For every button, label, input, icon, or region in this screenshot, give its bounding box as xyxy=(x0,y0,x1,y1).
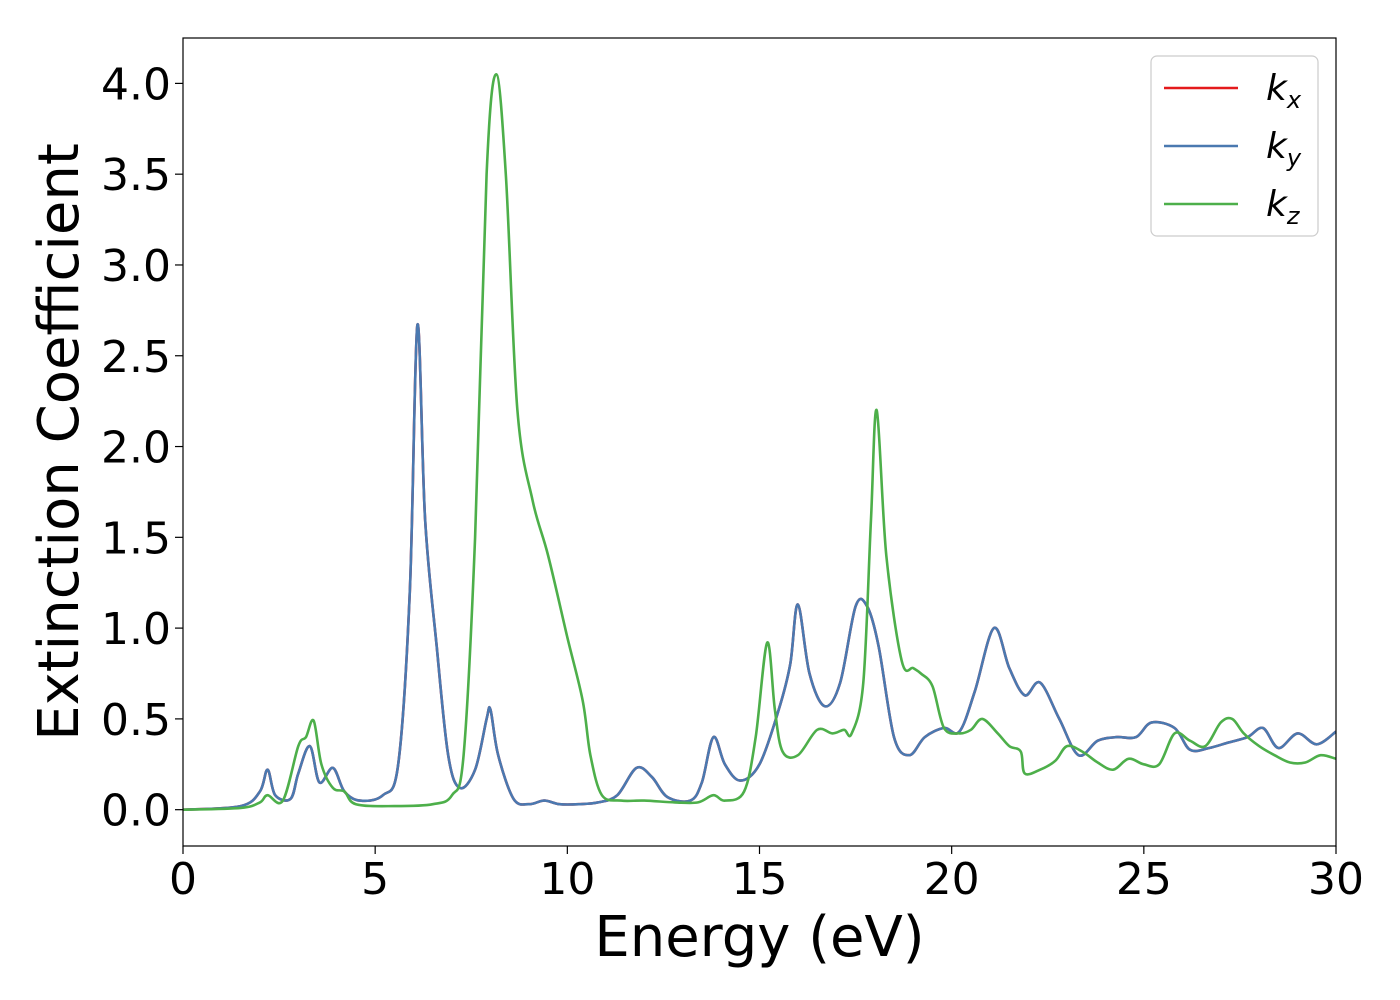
y-tick-label: 4.0 xyxy=(101,59,171,110)
y-tick-label: 1.0 xyxy=(101,604,171,655)
plot-lines xyxy=(183,73,1336,811)
y-tick-label: 3.5 xyxy=(101,150,171,201)
legend-label-kx: kx xyxy=(1266,68,1302,114)
y-tick-label: 0.0 xyxy=(101,786,171,837)
x-tick-label: 25 xyxy=(1116,854,1172,905)
y-axis-ticks: 0.0 0.5 1.0 1.5 2.0 2.5 3.0 3.5 4.0 xyxy=(101,59,183,837)
legend: kx ky kz xyxy=(1150,55,1319,237)
x-tick-label: 20 xyxy=(924,854,980,905)
x-tick-label: 0 xyxy=(169,854,197,905)
y-tick-label: 0.5 xyxy=(101,695,171,746)
legend-label-ky: ky xyxy=(1266,126,1302,172)
series-line-ky xyxy=(183,323,1336,811)
x-tick-label: 30 xyxy=(1308,854,1364,905)
series-line-kz xyxy=(183,73,1336,811)
x-axis-ticks: 0 5 10 15 20 25 30 xyxy=(169,846,1364,905)
legend-label-kz: kz xyxy=(1266,184,1301,230)
y-tick-label: 2.0 xyxy=(101,423,171,474)
x-axis-title: Energy (eV) xyxy=(594,905,924,970)
series-line-kx xyxy=(183,323,1336,811)
x-tick-label: 15 xyxy=(732,854,788,905)
x-tick-label: 5 xyxy=(361,854,389,905)
y-tick-label: 1.5 xyxy=(101,513,171,564)
y-axis-title: Extinction Coefficient xyxy=(27,143,92,741)
x-tick-label: 10 xyxy=(539,854,595,905)
y-tick-label: 3.0 xyxy=(101,241,171,292)
y-tick-label: 2.5 xyxy=(101,332,171,383)
